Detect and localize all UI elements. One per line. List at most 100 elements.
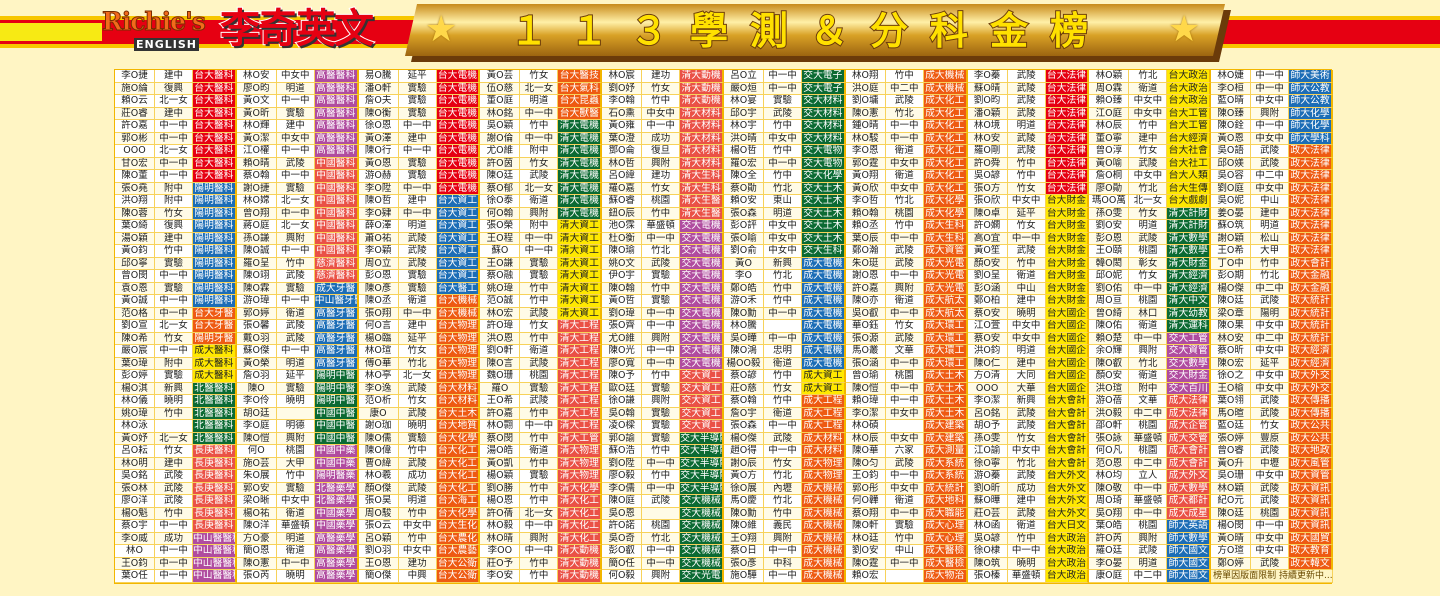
- student-name: 池O霂: [602, 220, 643, 233]
- school-name: 竹中: [885, 220, 924, 233]
- student-name: 莊O睿: [115, 107, 155, 121]
- department-badge: 政大法律: [1289, 170, 1333, 183]
- school-name: 實驗: [642, 270, 681, 283]
- school-name: 興附: [276, 432, 315, 446]
- department-badge: 政大外交: [1289, 382, 1333, 396]
- school-name: 武陵: [398, 382, 437, 396]
- department-badge: 成大電機: [801, 345, 846, 358]
- student-name: 吳O容: [1211, 170, 1252, 183]
- school-name: 中一中: [763, 420, 802, 433]
- school-name: 中一中: [398, 307, 437, 321]
- department-badge: 交大電子: [801, 82, 846, 96]
- department-badge: 政大法律: [1289, 220, 1333, 233]
- department-badge: 清大工程: [558, 382, 603, 396]
- school-name: 中一中: [155, 170, 193, 183]
- student-name: 吳O恩: [602, 507, 643, 521]
- school-name: 東山: [763, 195, 802, 208]
- department-badge: 成大土木: [923, 407, 968, 421]
- department-badge: 清大動機: [558, 557, 603, 571]
- student-name: 李O儒: [602, 482, 643, 496]
- school-name: 武陵: [1251, 395, 1290, 408]
- school-name: 興附: [520, 207, 559, 221]
- student-name: 林O婕: [1211, 70, 1252, 83]
- department-badge: 政大統計: [1289, 295, 1333, 308]
- student-name: 蔡O閔: [480, 432, 521, 446]
- student-name: 周O駿: [358, 507, 399, 521]
- school-name: 中山: [1007, 282, 1046, 296]
- school-name: 建功: [642, 70, 681, 83]
- school-name: 文華: [885, 345, 924, 358]
- student-name: 陳O哲: [358, 195, 399, 208]
- school-name: 實驗: [155, 257, 193, 271]
- department-badge: 清大動機: [680, 82, 724, 96]
- school-name: 桃園: [1129, 445, 1168, 458]
- department-badge: 台大財金: [1045, 282, 1090, 296]
- department-badge: 交大機械: [680, 520, 724, 533]
- student-name: 林O碩: [845, 420, 886, 433]
- student-name: 彭O評: [723, 220, 764, 233]
- department-badge: 交大土木: [801, 207, 846, 221]
- student-name: 李O肄: [358, 207, 399, 221]
- school-name: 復興: [155, 220, 193, 233]
- school-name: 竹女: [398, 395, 437, 408]
- department-badge: 政大韓文: [1289, 557, 1333, 571]
- student-name: 何O: [236, 445, 277, 458]
- school-name: 武陵: [1129, 157, 1168, 171]
- department-badge: 中國中藥: [314, 457, 359, 471]
- school-name: 武陵: [1251, 482, 1290, 496]
- student-name: 蘇O晴: [967, 82, 1008, 96]
- department-badge: 清大工管: [558, 432, 603, 446]
- student-name: 張O堯: [115, 182, 155, 196]
- department-badge: 中國醫科: [314, 207, 359, 221]
- school-name: 竹女: [1007, 220, 1046, 233]
- student-name: 黃O: [723, 257, 764, 271]
- department-badge: 台大政治: [1167, 70, 1212, 83]
- school-name: 延平: [1251, 357, 1290, 371]
- student-name: 黃O欣: [845, 182, 886, 196]
- student-name: 葉O皓: [1089, 520, 1130, 533]
- student-name: 周O霖: [1089, 82, 1130, 96]
- student-name: 方O豪: [236, 532, 277, 546]
- department-badge: 台大國企: [1045, 357, 1090, 371]
- department-badge: 政大金融: [1289, 270, 1333, 283]
- student-name: 王O恩: [358, 557, 399, 571]
- department-badge: 成大機械: [801, 545, 846, 558]
- student-name: 李OO: [480, 545, 521, 558]
- school-name: 中一中: [398, 182, 437, 196]
- student-name: 許O嘉: [845, 282, 886, 296]
- student-name: 許O芮: [1089, 532, 1130, 546]
- student-name: 吳O諺: [967, 532, 1008, 546]
- school-name: [763, 320, 802, 333]
- school-name: 中一中: [763, 445, 802, 458]
- student-name: 陳O憲: [845, 107, 886, 121]
- student-name: 陳O宏: [1211, 357, 1252, 371]
- department-badge: 師大公教: [1289, 82, 1333, 96]
- school-name: 竹北: [885, 107, 924, 121]
- school-name: 大甲: [1251, 245, 1290, 258]
- school-name: 中女中: [398, 545, 437, 558]
- department-badge: 台大財金: [1045, 245, 1090, 258]
- school-name: 附中: [155, 195, 193, 208]
- school-name: 中一中: [1007, 232, 1046, 246]
- student-name: 吳O珊: [1211, 470, 1252, 483]
- department-badge: 台大人類: [1167, 170, 1212, 183]
- school-name: 中一中: [276, 295, 315, 308]
- department-badge: 台大會計: [1045, 395, 1090, 408]
- student-name: 賴O云: [115, 95, 155, 108]
- department-badge: 台大資工: [436, 270, 481, 283]
- school-name: 延平: [398, 70, 437, 83]
- department-badge: 成大光電: [923, 270, 968, 283]
- school-name: 北一女: [155, 95, 193, 108]
- student-name: 王O謙: [480, 257, 521, 271]
- department-badge: 師大國文: [1167, 570, 1212, 583]
- school-name: 義民: [763, 520, 802, 533]
- school-name: 武陵: [1251, 295, 1290, 308]
- department-badge: 清大材料: [680, 120, 724, 133]
- department-badge: 台大化學: [436, 507, 481, 521]
- department-badge: 中國醫科: [314, 232, 359, 246]
- school-name: 中一中: [155, 132, 193, 146]
- student-name: 李O哲: [845, 195, 886, 208]
- school-name: 中一中: [520, 545, 559, 558]
- school-name: 中二中: [1251, 170, 1290, 183]
- student-name: 黃O升: [1211, 457, 1252, 471]
